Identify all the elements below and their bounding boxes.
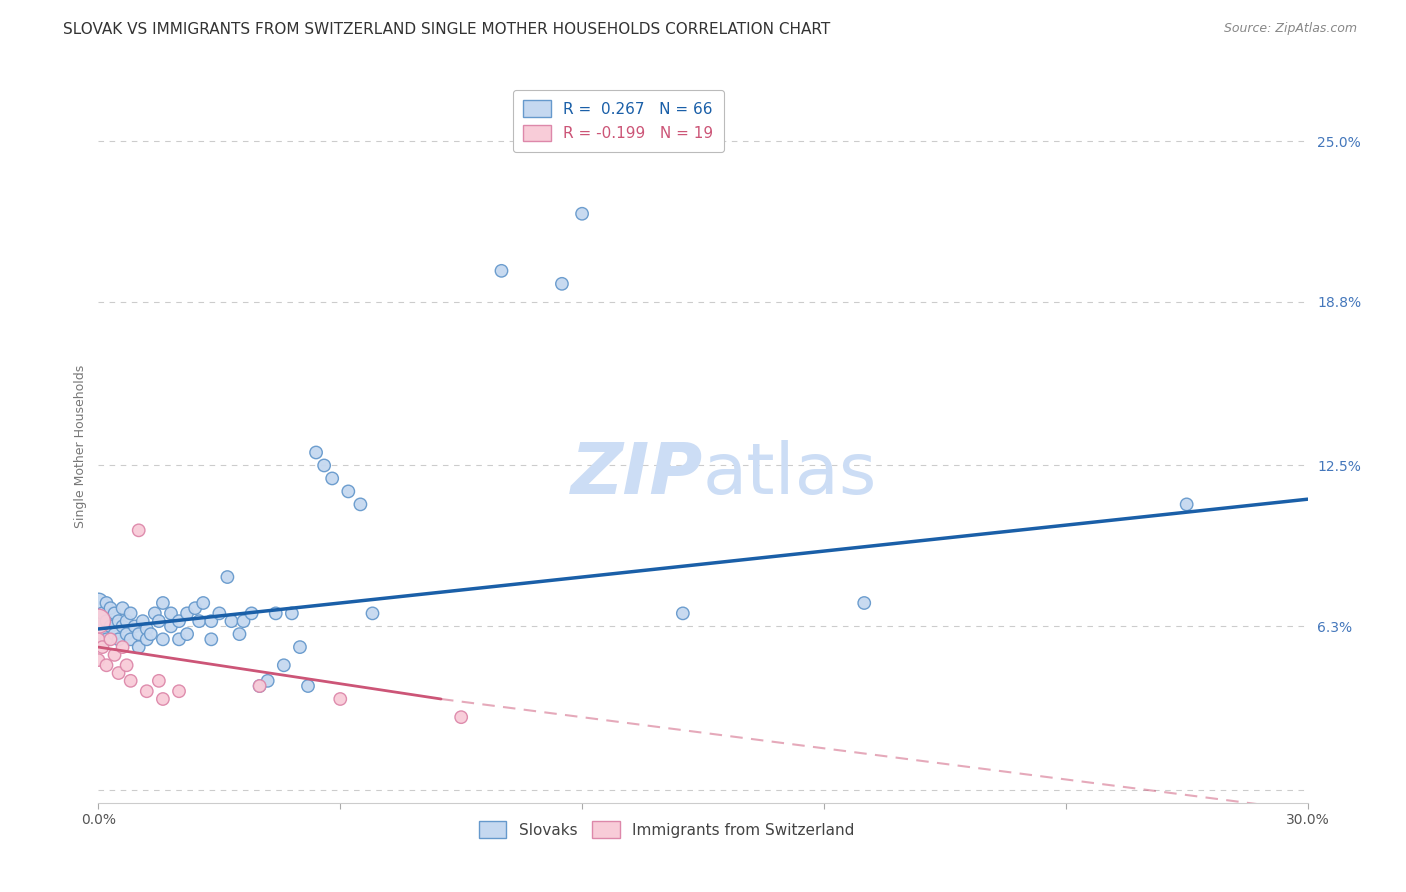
Point bbox=[152, 596, 174, 610]
Legend: Slovaks, Immigrants from Switzerland: Slovaks, Immigrants from Switzerland bbox=[468, 811, 865, 848]
Point bbox=[176, 607, 198, 621]
Point bbox=[96, 596, 118, 610]
Point bbox=[96, 658, 118, 673]
Point bbox=[107, 666, 129, 681]
Point bbox=[148, 614, 170, 628]
Point bbox=[217, 570, 239, 584]
Point bbox=[551, 277, 574, 291]
Point bbox=[87, 614, 110, 628]
Point bbox=[143, 607, 166, 621]
Point bbox=[115, 658, 138, 673]
Point bbox=[337, 484, 360, 499]
Point bbox=[672, 607, 695, 621]
Point bbox=[135, 632, 157, 647]
Point bbox=[111, 640, 134, 654]
Point bbox=[135, 684, 157, 698]
Point bbox=[281, 607, 304, 621]
Point bbox=[361, 607, 384, 621]
Point bbox=[139, 627, 162, 641]
Point bbox=[91, 607, 114, 621]
Point bbox=[132, 614, 155, 628]
Point bbox=[288, 640, 311, 654]
Point bbox=[107, 614, 129, 628]
Point bbox=[349, 497, 371, 511]
Point bbox=[152, 632, 174, 647]
Point bbox=[120, 632, 142, 647]
Point bbox=[1175, 497, 1198, 511]
Point bbox=[128, 640, 150, 654]
Y-axis label: Single Mother Households: Single Mother Households bbox=[75, 364, 87, 528]
Point bbox=[100, 619, 122, 633]
Point bbox=[87, 632, 110, 647]
Point bbox=[193, 596, 215, 610]
Point bbox=[120, 673, 142, 688]
Point bbox=[188, 614, 211, 628]
Point bbox=[100, 601, 122, 615]
Point bbox=[240, 607, 263, 621]
Point bbox=[96, 632, 118, 647]
Point bbox=[87, 653, 110, 667]
Point bbox=[135, 622, 157, 636]
Point bbox=[450, 710, 472, 724]
Point bbox=[120, 607, 142, 621]
Point bbox=[314, 458, 336, 473]
Point bbox=[167, 614, 190, 628]
Point bbox=[167, 684, 190, 698]
Point bbox=[256, 673, 278, 688]
Point bbox=[571, 207, 593, 221]
Point bbox=[264, 607, 287, 621]
Point bbox=[107, 632, 129, 647]
Point bbox=[111, 601, 134, 615]
Point bbox=[853, 596, 876, 610]
Point bbox=[208, 607, 231, 621]
Point bbox=[273, 658, 295, 673]
Point bbox=[124, 619, 146, 633]
Point bbox=[87, 614, 110, 628]
Point bbox=[321, 471, 343, 485]
Point bbox=[115, 627, 138, 641]
Point bbox=[200, 614, 222, 628]
Point bbox=[115, 614, 138, 628]
Point bbox=[232, 614, 254, 628]
Point bbox=[249, 679, 271, 693]
Point bbox=[111, 619, 134, 633]
Point bbox=[228, 627, 250, 641]
Point bbox=[160, 619, 183, 633]
Point bbox=[491, 264, 513, 278]
Text: SLOVAK VS IMMIGRANTS FROM SWITZERLAND SINGLE MOTHER HOUSEHOLDS CORRELATION CHART: SLOVAK VS IMMIGRANTS FROM SWITZERLAND SI… bbox=[63, 22, 831, 37]
Text: ZIP: ZIP bbox=[571, 440, 703, 509]
Point bbox=[160, 607, 183, 621]
Point bbox=[305, 445, 328, 459]
Point bbox=[152, 692, 174, 706]
Point bbox=[103, 627, 125, 641]
Point bbox=[200, 632, 222, 647]
Point bbox=[103, 648, 125, 662]
Point bbox=[249, 679, 271, 693]
Point bbox=[148, 673, 170, 688]
Point bbox=[96, 614, 118, 628]
Point bbox=[176, 627, 198, 641]
Point bbox=[184, 601, 207, 615]
Point bbox=[100, 632, 122, 647]
Point bbox=[87, 596, 110, 610]
Point bbox=[91, 640, 114, 654]
Point bbox=[297, 679, 319, 693]
Point bbox=[103, 607, 125, 621]
Point bbox=[91, 627, 114, 641]
Point bbox=[128, 524, 150, 538]
Text: Source: ZipAtlas.com: Source: ZipAtlas.com bbox=[1223, 22, 1357, 36]
Point bbox=[329, 692, 352, 706]
Point bbox=[167, 632, 190, 647]
Point bbox=[221, 614, 243, 628]
Text: atlas: atlas bbox=[703, 440, 877, 509]
Point bbox=[128, 627, 150, 641]
